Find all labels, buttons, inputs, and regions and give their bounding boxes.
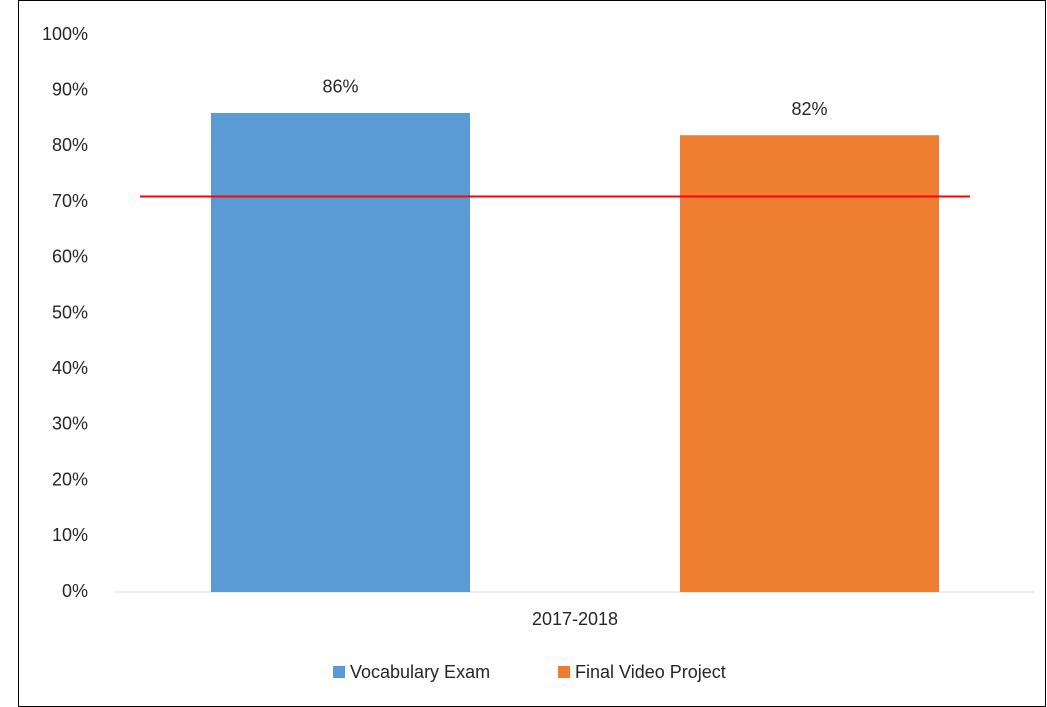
y-tick-label: 10% [52, 525, 88, 545]
legend-label: Vocabulary Exam [350, 662, 490, 682]
data-label: 86% [322, 77, 358, 97]
data-label: 82% [791, 99, 827, 119]
y-tick-label: 70% [52, 191, 88, 211]
y-tick-label: 20% [52, 469, 88, 489]
y-tick-label: 80% [52, 135, 88, 155]
bar [680, 135, 939, 592]
y-tick-label: 90% [52, 79, 88, 99]
legend-swatch [558, 666, 570, 678]
legend-swatch [333, 666, 345, 678]
y-tick-label: 0% [62, 581, 88, 601]
y-tick-label: 30% [52, 414, 88, 434]
bar [211, 112, 470, 592]
y-tick-label: 100% [42, 24, 88, 44]
x-tick-label: 2017-2018 [532, 609, 618, 629]
y-tick-label: 60% [52, 247, 88, 267]
legend-label: Final Video Project [575, 662, 726, 682]
y-tick-label: 40% [52, 358, 88, 378]
y-tick-label: 50% [52, 302, 88, 322]
